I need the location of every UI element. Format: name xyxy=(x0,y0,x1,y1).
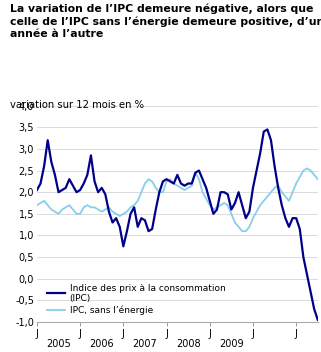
Text: 2009: 2009 xyxy=(219,339,244,348)
Legend: Indice des prix à la consommation
(IPC), IPC, sans l’énergie: Indice des prix à la consommation (IPC),… xyxy=(47,284,225,315)
Text: 2008: 2008 xyxy=(176,339,201,348)
Text: 2005: 2005 xyxy=(46,339,71,348)
Text: variation sur 12 mois en %: variation sur 12 mois en % xyxy=(10,100,143,110)
Text: 2006: 2006 xyxy=(90,339,114,348)
Text: 2007: 2007 xyxy=(133,339,157,348)
Text: La variation de l’IPC demeure négative, alors que
celle de l’IPC sans l’énergie : La variation de l’IPC demeure négative, … xyxy=(10,4,321,39)
